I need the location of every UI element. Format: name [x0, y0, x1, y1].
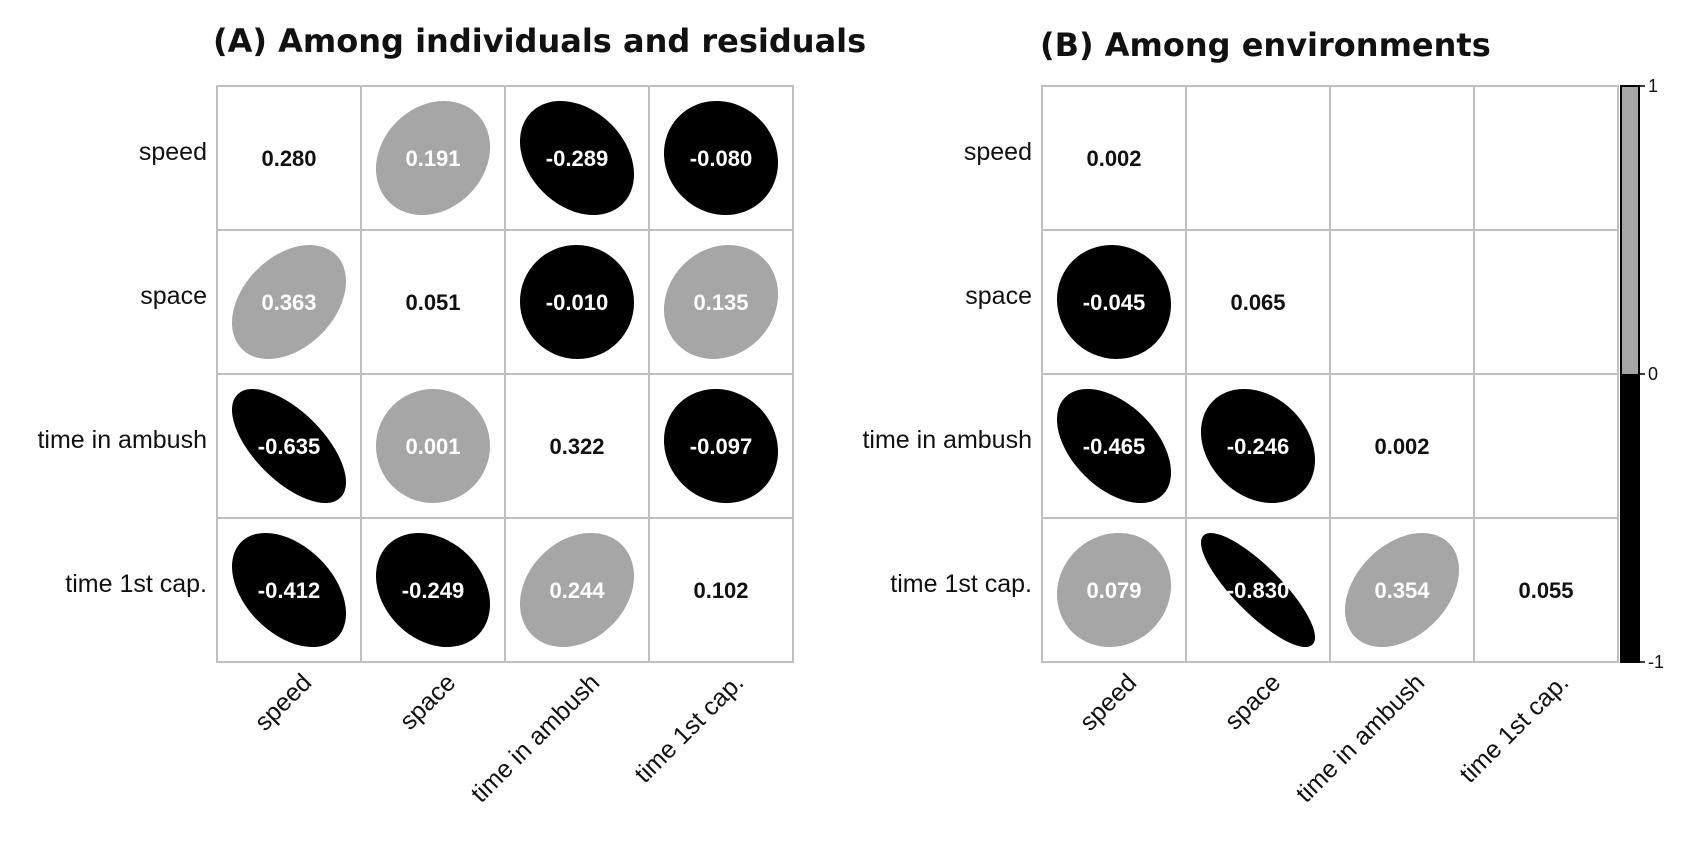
- correlation-value-label: -0.097: [690, 434, 752, 459]
- grid-cell: [648, 517, 794, 663]
- grid-cell: [1329, 229, 1475, 375]
- correlation-value-label: -0.045: [1083, 290, 1145, 315]
- correlation-ellipse: [663, 388, 779, 504]
- correlation-value-label: 0.354: [1374, 578, 1430, 603]
- correlation-value-label: -0.249: [402, 578, 464, 603]
- correlation-ellipse: [1056, 244, 1172, 360]
- correlation-value-label: 0.001: [405, 434, 460, 459]
- column-label: speed: [249, 668, 317, 736]
- grid-cell: [1329, 85, 1475, 231]
- correlation-value-label: -0.080: [690, 146, 752, 171]
- correlation-ellipse: [519, 532, 635, 648]
- column-label: time in ambush: [1291, 668, 1431, 808]
- correlation-value-label: 0.065: [1230, 290, 1285, 315]
- grid-cell: [1185, 85, 1331, 231]
- correlation-value-label: 0.102: [693, 578, 748, 603]
- correlation-value-label: -0.289: [546, 146, 608, 171]
- colorbar-positive-segment: [1621, 86, 1639, 374]
- correlation-ellipse: [1200, 388, 1316, 504]
- panel-b-correlation-matrix: 0.002 -0.045 0.065 -0.465 -0.246 0.002 0.079 -0…: [862, 85, 1619, 808]
- correlation-ellipse: [519, 244, 635, 360]
- colorbar: 1 0 -1: [1620, 76, 1664, 672]
- correlation-ellipse: [663, 100, 779, 216]
- panel-a-title: (A) Among individuals and residuals: [213, 22, 866, 60]
- correlation-ellipse: [1056, 388, 1172, 504]
- row-label: speed: [139, 138, 207, 166]
- panel-a-correlation-matrix: 0.280 0.191 -0.289 -0.080 0.363 0.051 -0.010 0.…: [37, 85, 794, 808]
- row-label: speed: [964, 138, 1032, 166]
- column-label: time 1st cap.: [1454, 668, 1574, 788]
- row-label: time in ambush: [37, 426, 207, 454]
- grid-cell: [1185, 229, 1331, 375]
- row-label: time 1st cap.: [65, 570, 207, 598]
- correlation-ellipse: [1056, 532, 1172, 648]
- grid-cell: [360, 229, 506, 375]
- grid-cell: [1473, 517, 1619, 663]
- correlation-value-label: 0.002: [1086, 146, 1141, 171]
- correlation-value-label: 0.135: [693, 290, 748, 315]
- grid-cell: [1041, 85, 1187, 231]
- correlation-ellipse: [1344, 532, 1460, 648]
- row-label: time 1st cap.: [890, 570, 1032, 598]
- colorbar-tick-label: 1: [1648, 76, 1658, 96]
- panel-b-title: (B) Among environments: [1040, 26, 1491, 64]
- grid-cell: [1473, 373, 1619, 519]
- correlation-ellipse: [231, 244, 347, 360]
- correlation-ellipse: [375, 532, 491, 648]
- correlation-ellipse: [375, 100, 491, 216]
- correlation-value-label: 0.244: [549, 578, 605, 603]
- correlation-ellipse: [231, 388, 347, 504]
- correlation-ellipse: [1200, 532, 1316, 648]
- correlation-value-label: -0.246: [1227, 434, 1289, 459]
- correlation-value-label: 0.363: [261, 290, 316, 315]
- correlation-value-label: -0.465: [1083, 434, 1145, 459]
- correlation-value-label: 0.191: [405, 146, 460, 171]
- correlation-value-label: 0.051: [405, 290, 460, 315]
- column-label: time 1st cap.: [629, 668, 749, 788]
- correlation-value-label: 0.002: [1374, 434, 1429, 459]
- correlation-value-label: -0.010: [546, 290, 608, 315]
- correlation-value-label: 0.055: [1518, 578, 1573, 603]
- grid-cell: [1329, 373, 1475, 519]
- correlation-value-label: 0.079: [1086, 578, 1141, 603]
- correlation-value-label: -0.412: [258, 578, 320, 603]
- correlation-ellipse: [663, 244, 779, 360]
- correlation-value-label: -0.635: [258, 434, 320, 459]
- correlation-ellipse: [519, 100, 635, 216]
- row-label: time in ambush: [862, 426, 1032, 454]
- column-label: time in ambush: [466, 668, 606, 808]
- column-label: speed: [1074, 668, 1142, 736]
- grid-cell: [1473, 85, 1619, 231]
- row-label: space: [140, 282, 207, 310]
- correlation-value-label: -0.830: [1227, 578, 1289, 603]
- column-label: space: [1219, 668, 1286, 735]
- row-label: space: [965, 282, 1032, 310]
- colorbar-tick-label: 0: [1648, 364, 1658, 384]
- grid-cell: [1473, 229, 1619, 375]
- colorbar-negative-segment: [1621, 374, 1639, 662]
- grid-cell: [216, 85, 362, 231]
- correlation-value-label: 0.322: [549, 434, 604, 459]
- correlation-value-label: 0.280: [261, 146, 316, 171]
- correlation-ellipse: [231, 532, 347, 648]
- colorbar-tick-label: -1: [1648, 652, 1664, 672]
- column-label: space: [394, 668, 461, 735]
- correlation-ellipse: [375, 388, 491, 504]
